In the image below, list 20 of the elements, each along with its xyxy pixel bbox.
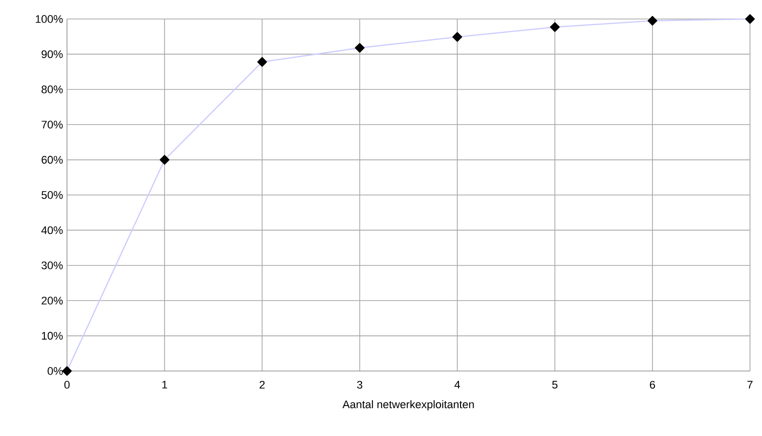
y-tick-label: 0% [48,367,63,375]
y-tick-label: 90% [42,50,63,58]
y-tick-label: 50% [42,191,63,199]
x-tick-label: 5 [552,380,558,389]
y-tick-label: 10% [42,332,63,340]
x-tick-label: 1 [162,380,168,388]
y-tick-label: 20% [42,296,63,304]
y-tick-label: 60% [42,156,63,164]
x-tick-label: 7 [748,380,753,388]
y-tick-label: 100% [36,15,63,23]
x-axis-title: Aantal netwerkexploitanten [342,400,474,410]
x-tick-label: 0 [64,380,70,389]
y-tick-label: 70% [42,120,63,128]
x-tick-label: 6 [650,380,656,389]
x-tick-label: 2 [260,380,265,389]
y-tick-label: 30% [42,262,63,270]
y-tick-label: 80% [42,86,63,94]
x-tick-label: 4 [454,380,460,388]
x-tick-label: 3 [357,380,362,389]
y-tick-label: 40% [41,226,63,234]
